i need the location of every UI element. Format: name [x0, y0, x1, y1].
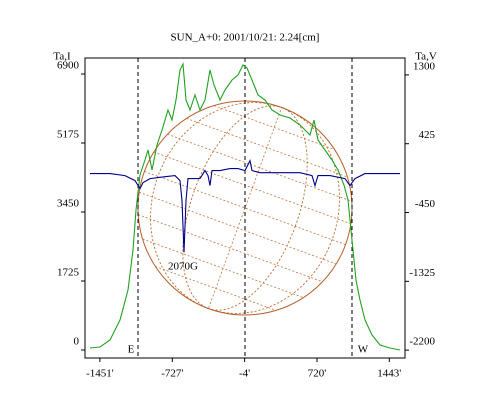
x-tick-label: -4' — [239, 368, 250, 380]
y2-tick-label: -2200 — [409, 336, 435, 348]
annotation: E — [128, 344, 135, 356]
parallel — [139, 191, 337, 265]
x-tick-label: 1443' — [377, 368, 401, 380]
parallel — [153, 151, 351, 225]
y-axis-label: Ta,I — [53, 51, 71, 63]
parallel — [155, 266, 277, 311]
y2-axis-label: Ta,V — [415, 51, 437, 63]
y2-tick-label: 1300 — [413, 60, 436, 72]
y2-tick-label: -450 — [415, 198, 436, 210]
solar-disk — [137, 100, 353, 316]
y-tick-label: 0 — [74, 336, 80, 348]
y-tick-label: 1725 — [57, 267, 80, 279]
y-tick-label: 3450 — [57, 198, 80, 210]
x-tick-label: -727' — [161, 368, 183, 380]
parallel — [186, 118, 348, 178]
y-tick-label: 6900 — [57, 60, 80, 72]
parallel — [142, 238, 304, 298]
y-tick-label: 5175 — [57, 129, 80, 141]
annotation: W — [358, 344, 369, 356]
parallel — [138, 214, 323, 283]
parallel — [167, 133, 352, 202]
y2-tick-label: 425 — [419, 129, 436, 141]
series-line — [89, 61, 401, 351]
x-tick-label: 720' — [308, 368, 327, 380]
y2-tick-label: -1325 — [409, 267, 435, 279]
annotation: 2070G — [168, 261, 198, 273]
series-line — [90, 159, 400, 253]
chart-title: SUN_A+0: 2001/10/21: 2.24[cm] — [171, 32, 320, 44]
x-tick-label: -1451' — [86, 368, 114, 380]
parallel — [213, 105, 335, 150]
